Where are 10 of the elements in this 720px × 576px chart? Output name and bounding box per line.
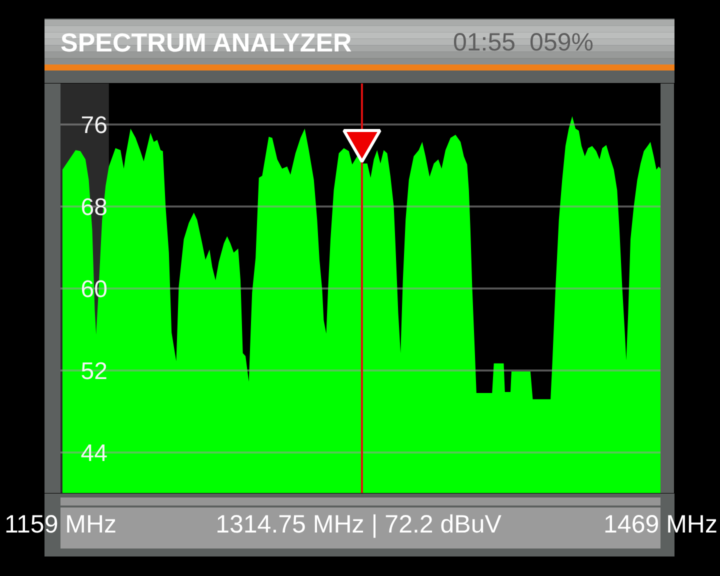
y-tick-label: 52 [80, 358, 108, 385]
chart-title: SPECTRUM ANALYZER [60, 28, 352, 58]
text: 01:55 [452, 28, 516, 56]
x-tick-label: 1159 MHz [4, 510, 117, 538]
y-tick-label: 68 [80, 194, 108, 221]
y-tick-label: 44 [80, 440, 108, 467]
x-tick-label: 1469 MHz [604, 510, 718, 538]
y-tick-label: 76 [80, 112, 108, 139]
text: 1314.75 MHz | 72.2 dBuV [216, 510, 502, 538]
text: 059% [530, 28, 594, 56]
